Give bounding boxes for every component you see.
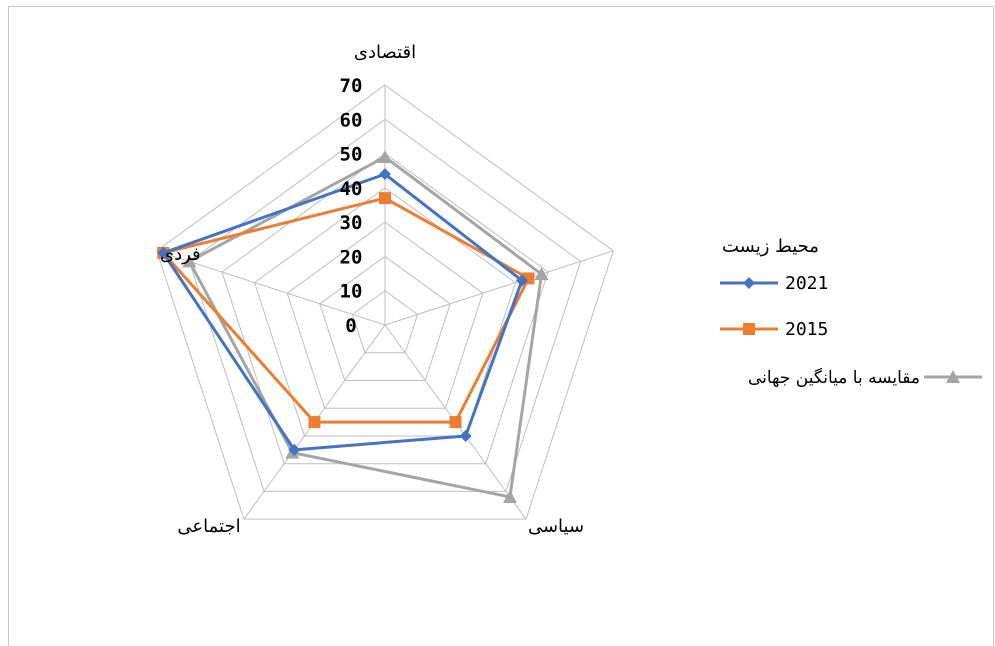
data-point-0-4 — [157, 246, 170, 259]
category-label-1: محیط زیست — [722, 236, 819, 257]
legend-label: مقایسه با میانگین جهانی — [748, 367, 920, 388]
tick-label: 50 — [340, 144, 363, 166]
grid-ring-20 — [319, 255, 451, 381]
series-line-2 — [187, 155, 544, 499]
data-point-0-1 — [515, 274, 528, 287]
data-point-1-0 — [379, 192, 391, 205]
legend-entry-1: 2015 — [720, 319, 828, 340]
data-point-0-0 — [379, 168, 391, 181]
grid-ring-30 — [286, 221, 484, 409]
series-0 — [157, 168, 528, 456]
legend: 2021 2015 مقایسه با میانگین جهانی — [720, 273, 982, 388]
tick-label: 40 — [340, 178, 363, 200]
series-line-1 — [161, 196, 530, 424]
grid-ring-40 — [253, 187, 517, 437]
grid-ring-50 — [221, 152, 549, 465]
grid-ring-70 — [156, 84, 614, 520]
legend-label: 2021 — [785, 273, 828, 294]
tick-label: 70 — [340, 75, 363, 97]
category-label-0: اقتصادی — [354, 42, 416, 63]
series-2 — [182, 150, 549, 503]
legend-marker — [743, 277, 755, 289]
data-point-2-0 — [378, 150, 392, 163]
data-point-0-3 — [288, 443, 301, 456]
radar-spokes — [156, 85, 614, 520]
data-point-0-2 — [459, 429, 472, 442]
data-point-2-4 — [182, 254, 197, 268]
tick-label: 30 — [340, 212, 363, 234]
chart-frame — [8, 6, 994, 646]
spoke-4 — [156, 250, 386, 326]
tick-label: 0 — [345, 315, 356, 337]
category-label-3: اجتماعی — [177, 516, 240, 537]
data-point-1-3 — [308, 416, 321, 429]
tick-label: 20 — [340, 246, 363, 268]
legend-entry-2: مقایسه با میانگین جهانی — [748, 367, 982, 388]
legend-marker — [946, 370, 960, 383]
legend-marker — [743, 323, 755, 335]
grid-ring-10 — [351, 290, 419, 354]
category-label-2: سیاسی — [528, 516, 584, 537]
series-layer — [157, 150, 549, 503]
legend-entry-0: 2021 — [720, 273, 828, 294]
category-label-4: فردی — [160, 244, 201, 265]
series-line-0 — [161, 172, 524, 452]
radial-ticks: 0 10 20 30 40 50 60 70 — [340, 75, 363, 337]
tick-label: 60 — [340, 109, 363, 131]
data-point-2-2 — [502, 489, 517, 503]
data-point-2-1 — [534, 267, 549, 281]
data-point-1-2 — [449, 416, 462, 429]
spoke-1 — [384, 250, 614, 326]
tick-label: 10 — [340, 281, 363, 303]
category-labels: اقتصادی محیط زیست سیاسی اجتماعی فردی — [160, 42, 819, 537]
radar-grid — [156, 84, 614, 520]
legend-label: 2015 — [785, 319, 828, 340]
